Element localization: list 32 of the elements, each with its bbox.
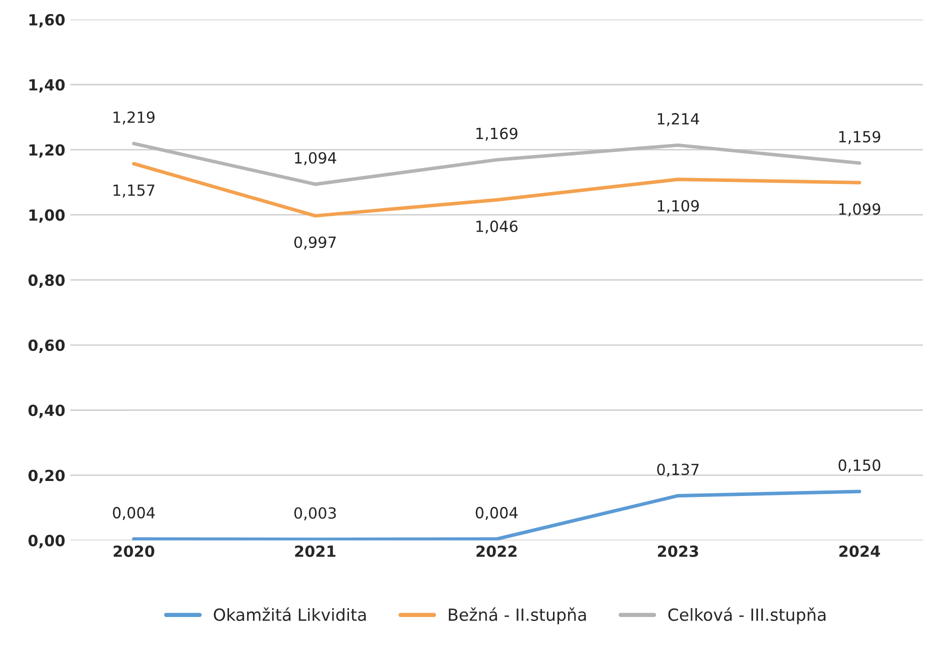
data-label: 1,094 bbox=[295, 152, 336, 166]
data-label: 0,997 bbox=[294, 236, 336, 250]
legend-label: Okamžitá Likvidita bbox=[214, 607, 366, 621]
x-tick-label: 2020 bbox=[114, 545, 154, 558]
x-tick-label: 2022 bbox=[476, 545, 517, 558]
data-label: 1,099 bbox=[839, 203, 880, 216]
data-label: 0,137 bbox=[657, 464, 699, 477]
y-tick-label: 1,20 bbox=[29, 144, 65, 158]
y-tick-label: 0,60 bbox=[28, 339, 65, 354]
y-tick-label: 1,00 bbox=[29, 209, 65, 223]
data-label: 1,159 bbox=[839, 130, 880, 144]
x-tick-label: 2023 bbox=[658, 545, 698, 558]
data-label: 0,004 bbox=[112, 506, 155, 520]
data-label: 1,046 bbox=[476, 220, 518, 234]
data-label: 0,003 bbox=[294, 507, 336, 520]
y-tick-label: 0,40 bbox=[28, 404, 65, 418]
data-label: 1,157 bbox=[114, 184, 154, 198]
y-tick-label: 0,00 bbox=[28, 534, 65, 548]
data-label: 0,004 bbox=[476, 506, 518, 520]
data-label: 1,219 bbox=[114, 111, 155, 125]
legend-label: Celková - III.stupňa bbox=[668, 607, 826, 624]
y-tick-label: 0,20 bbox=[28, 470, 65, 484]
data-label: 1,109 bbox=[658, 200, 699, 214]
y-tick-label: 0,80 bbox=[28, 274, 65, 288]
x-tick-label: 2024 bbox=[839, 545, 880, 558]
x-tick-label: 2021 bbox=[295, 545, 336, 558]
data-label: 1,214 bbox=[658, 113, 700, 126]
data-label: 1,169 bbox=[476, 128, 518, 141]
y-tick-label: 1,60 bbox=[29, 14, 65, 28]
legend-label: Bežná - II.stupňa bbox=[448, 607, 586, 624]
data-label: 0,150 bbox=[838, 459, 880, 472]
y-tick-label: 1,40 bbox=[29, 79, 65, 93]
